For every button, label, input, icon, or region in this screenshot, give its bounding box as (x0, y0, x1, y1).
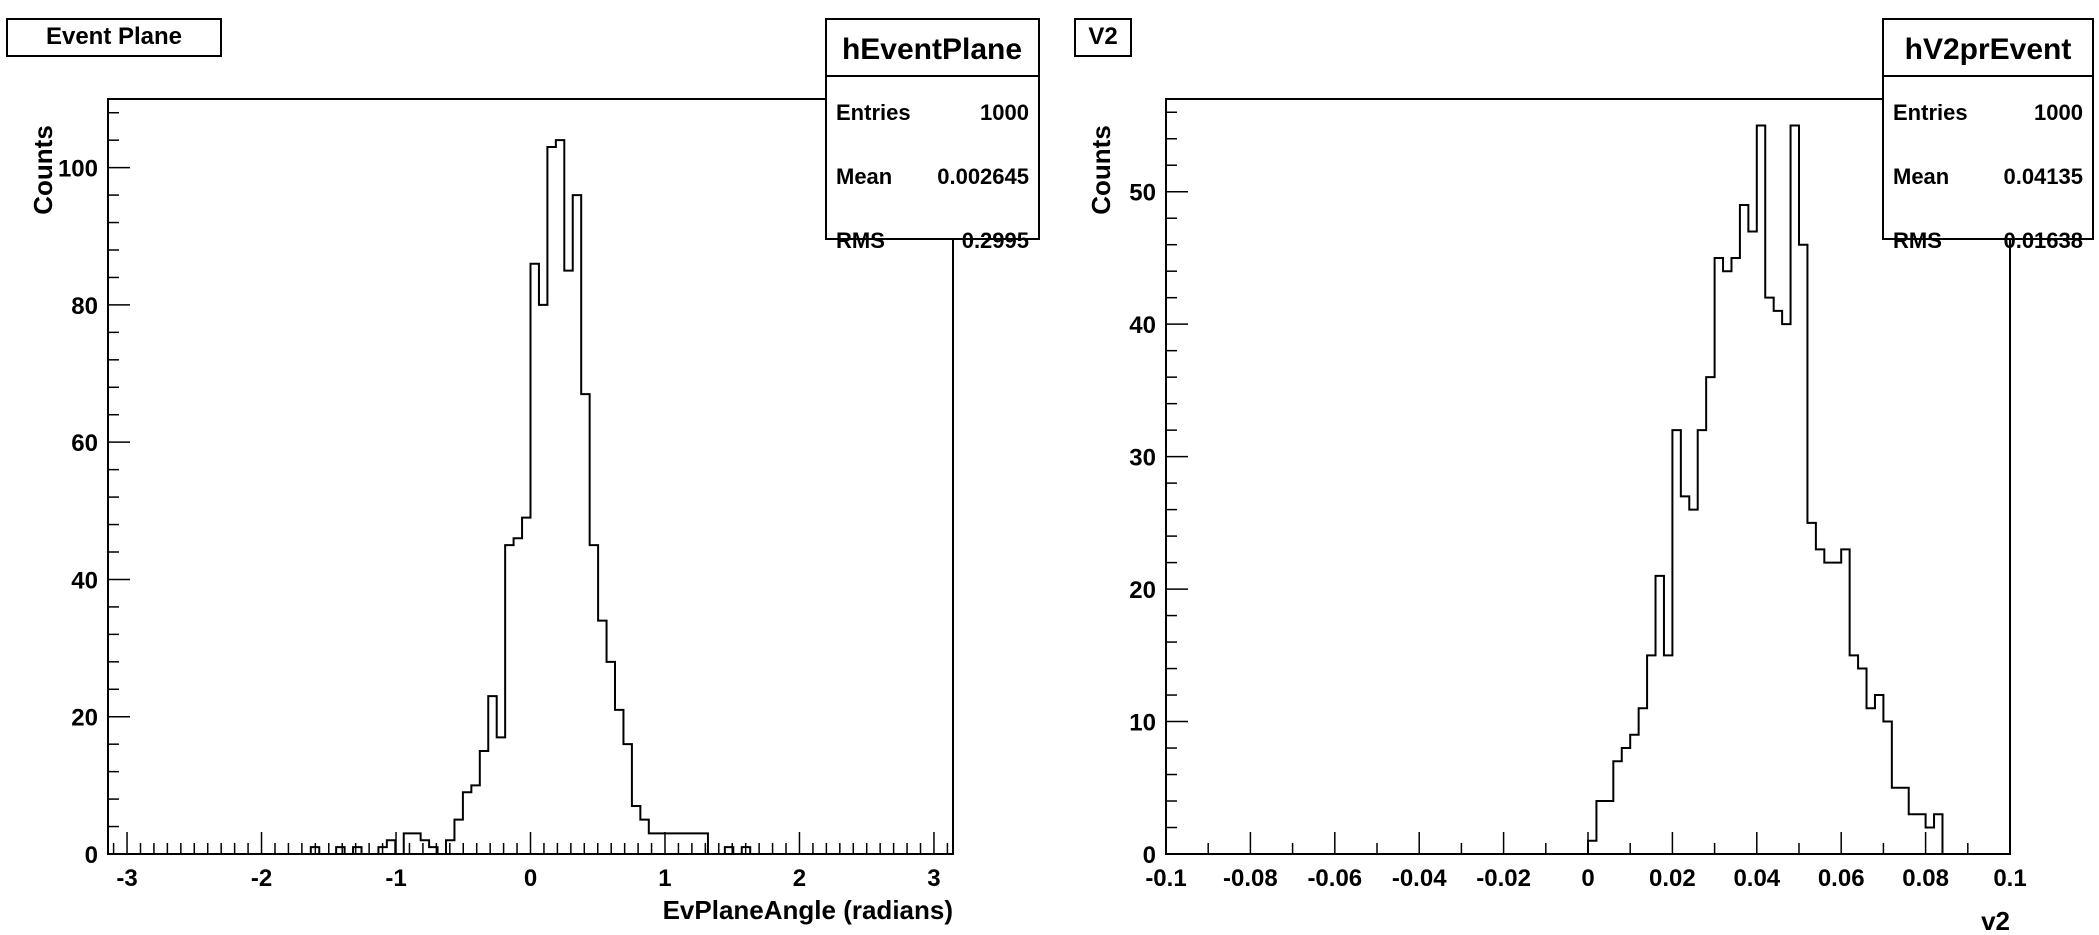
stats-mean-value: 0.002645 (937, 164, 1029, 189)
stats-rms-value: 0.01638 (2003, 228, 2083, 253)
panel-event-plane: Event Plane 0 20 40 60 80 100 -3 -2 -1 0 1 2 3 Coun… (6, 18, 1040, 925)
y-tick-label: 20 (1129, 577, 1156, 604)
x-axis-label: v2 (1981, 906, 2010, 935)
x-tick-label: -0.1 (1145, 865, 1186, 892)
chart-title: Event Plane (46, 23, 182, 50)
x-axis: -0.1 -0.08 -0.06 -0.04 -0.02 0 0.02 0.04 0.06 0.0… (1145, 832, 2027, 892)
title-box: Event Plane (6, 18, 222, 57)
stats-box: hV2prEvent Entries 1000 Mean 0.04135 RMS… (1882, 18, 2094, 253)
stats-rms-label: RMS (836, 228, 885, 253)
y-tick-label: 40 (71, 567, 98, 594)
x-tick-label: 0 (524, 865, 537, 892)
x-tick-label: 0 (1581, 865, 1594, 892)
y-tick-label: 10 (1129, 710, 1156, 737)
y-tick-label: 80 (71, 293, 98, 320)
x-tick-label: -3 (116, 865, 137, 892)
y-axis: 0 10 20 30 40 50 (1129, 111, 1188, 869)
x-axis: -3 -2 -1 0 1 2 3 (112, 832, 949, 892)
panel-v2: V2 0 10 20 30 40 50 -0.1 -0.08 -0.06 -0.04 -0.02 0… (1074, 18, 2094, 935)
y-tick-label: 60 (71, 430, 98, 457)
x-tick-label: -2 (251, 865, 272, 892)
y-tick-label: 0 (85, 842, 98, 869)
x-tick-label: 1 (658, 865, 671, 892)
chart-title: V2 (1088, 23, 1117, 50)
y-axis-label: Counts (28, 125, 58, 215)
y-tick-label: 100 (58, 156, 98, 183)
histogram-line (108, 139, 953, 855)
histogram-line (1166, 124, 2010, 855)
stats-mean-label: Mean (836, 164, 892, 189)
stats-entries-label: Entries (1893, 100, 1968, 125)
x-tick-label: -0.04 (1392, 865, 1447, 892)
stats-rms-value: 0.2995 (962, 228, 1029, 253)
title-box: V2 (1074, 18, 1132, 57)
x-tick-label: 0.04 (1733, 865, 1780, 892)
stats-entries-label: Entries (836, 100, 911, 125)
x-tick-label: -0.02 (1476, 865, 1531, 892)
stats-entries-value: 1000 (2034, 100, 2083, 125)
x-tick-label: 2 (793, 865, 806, 892)
x-tick-label: 3 (927, 865, 940, 892)
x-tick-label: 0.06 (1818, 865, 1865, 892)
y-tick-label: 40 (1129, 312, 1156, 339)
x-tick-label: -0.08 (1223, 865, 1278, 892)
y-tick-label: 30 (1129, 445, 1156, 472)
x-tick-label: 0.08 (1902, 865, 1949, 892)
x-tick-label: -1 (385, 865, 406, 892)
x-tick-label: -0.06 (1307, 865, 1362, 892)
stats-box: hEventPlane Entries 1000 Mean 0.002645 R… (825, 18, 1040, 253)
stats-rms-label: RMS (1893, 228, 1942, 253)
stats-entries-value: 1000 (980, 100, 1029, 125)
stats-name: hV2prEvent (1905, 33, 2072, 66)
stats-name: hEventPlane (842, 33, 1022, 66)
y-axis: 0 20 40 60 80 100 (58, 111, 130, 869)
x-tick-label: 0.02 (1649, 865, 1696, 892)
x-axis-label: EvPlaneAngle (radians) (663, 895, 953, 925)
stats-mean-value: 0.04135 (2003, 164, 2083, 189)
y-tick-label: 20 (71, 705, 98, 732)
y-tick-label: 50 (1129, 180, 1156, 207)
stats-mean-label: Mean (1893, 164, 1949, 189)
y-axis-label: Counts (1086, 125, 1116, 215)
x-tick-label: 0.1 (1993, 865, 2026, 892)
y-tick-label: 0 (1143, 842, 1156, 869)
